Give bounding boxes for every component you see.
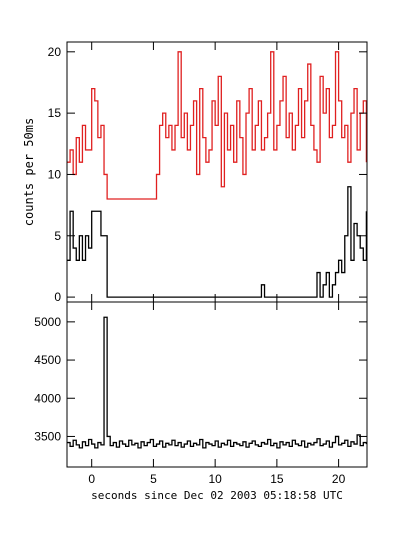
x-tick-label: 10 xyxy=(208,472,222,486)
x-tick-label: 5 xyxy=(150,472,157,486)
y-tick-label: 4500 xyxy=(34,353,61,367)
plot-frame xyxy=(66,41,368,303)
plot-frame xyxy=(66,301,368,468)
y-axis-label: counts per 50ms xyxy=(22,118,36,226)
x-tick-label: 15 xyxy=(270,472,284,486)
y-tick-label: 20 xyxy=(48,45,62,59)
y-tick-label: 15 xyxy=(48,106,62,120)
y-tick-label: 3500 xyxy=(34,429,61,443)
y-tick-label: 10 xyxy=(48,167,62,181)
y-tick-label: 0 xyxy=(54,290,61,304)
y-tick-label: 5 xyxy=(54,229,61,243)
y-tick-label: 4000 xyxy=(34,391,61,405)
y-tick-label: 5000 xyxy=(34,315,61,329)
data-line xyxy=(67,316,367,449)
data-line xyxy=(67,51,367,200)
x-tick-label: 20 xyxy=(332,472,346,486)
data-line xyxy=(67,186,367,298)
x-axis-label: seconds since Dec 02 2003 05:18:58 UTC xyxy=(91,489,343,502)
x-tick-label: 0 xyxy=(88,472,95,486)
